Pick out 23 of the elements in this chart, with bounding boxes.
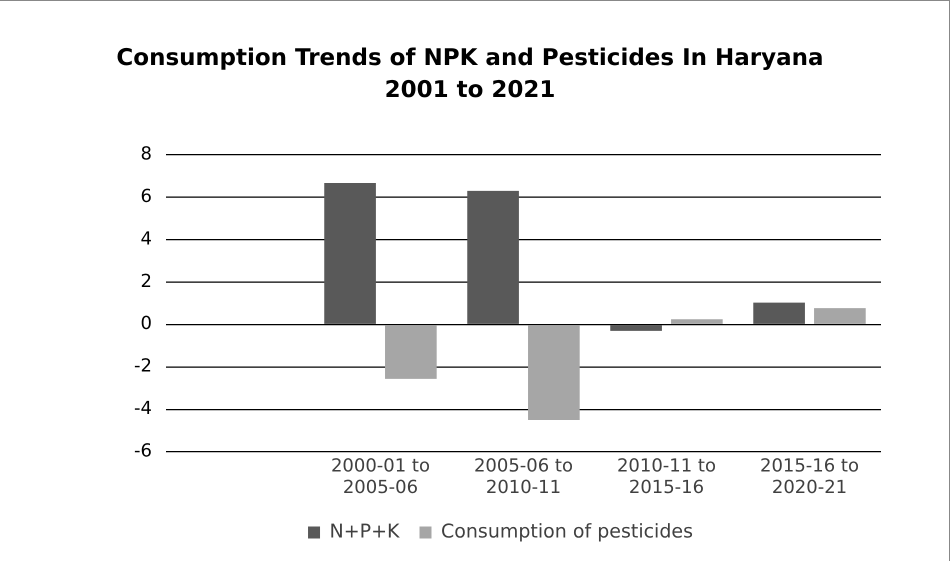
bar <box>753 302 805 324</box>
x-tick-label: 2000-01 to 2005-06 <box>330 455 430 498</box>
y-tick-label: -2 <box>134 356 152 377</box>
bar <box>385 325 437 379</box>
x-tick-label: 2005-06 to 2010-11 <box>474 455 573 498</box>
bar <box>528 325 580 420</box>
y-tick-label: -4 <box>134 398 152 420</box>
y-tick-label: 6 <box>140 186 152 207</box>
y-tick-label: 4 <box>140 228 152 250</box>
bar <box>671 319 723 324</box>
y-tick-label: 2 <box>140 270 152 292</box>
bar <box>324 183 376 324</box>
y-tick-label: -6 <box>134 440 152 462</box>
chart-title: Consumption Trends of NPK and Pesticides In Haryana 2001 to 2021 <box>115 44 825 105</box>
legend-label: Consumption of pesticides <box>440 520 693 542</box>
bar <box>814 308 866 324</box>
y-tick-label: 0 <box>140 313 152 334</box>
legend-label: N+P+K <box>330 520 400 542</box>
y-tick-label: 8 <box>140 143 152 164</box>
bar <box>610 325 662 331</box>
x-tick-label: 2015-16 to 2020-21 <box>760 455 859 498</box>
bar <box>467 190 519 324</box>
x-tick-label: 2010-11 to 2015-16 <box>616 455 716 498</box>
